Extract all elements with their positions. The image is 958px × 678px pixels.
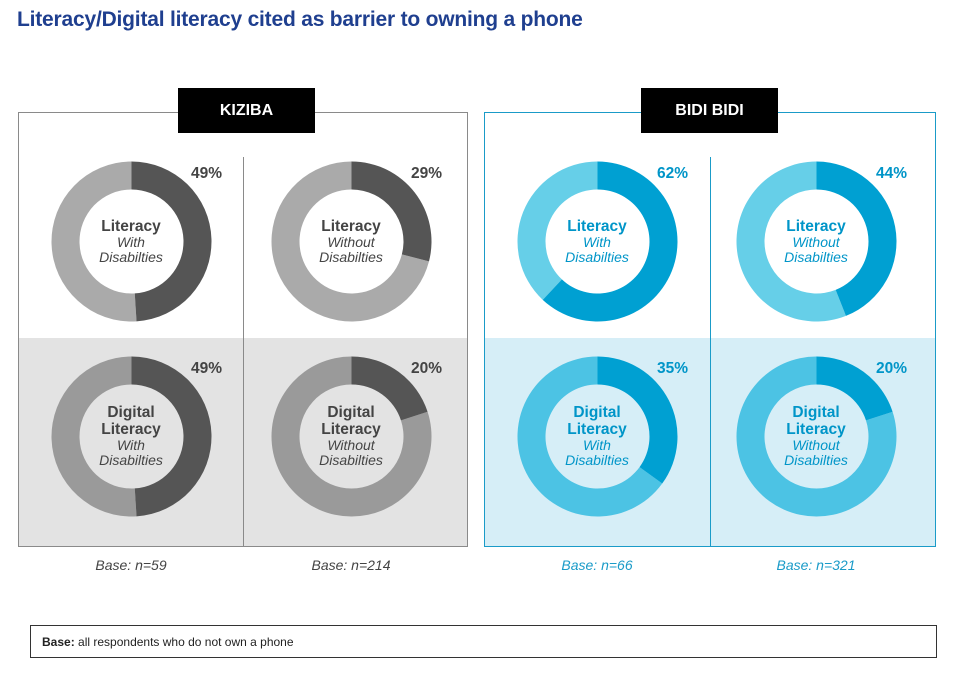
base-size-label: Base: n=214 bbox=[311, 557, 391, 573]
donut-remainder-slice bbox=[736, 356, 896, 516]
group-label: Without bbox=[792, 233, 840, 250]
donut-chart: Digital Literacy Without Disabilties bbox=[269, 354, 434, 519]
donut-center-label: Literacy Without Disabilties bbox=[734, 159, 899, 324]
donut-remainder-slice bbox=[271, 161, 429, 321]
donut-svg bbox=[517, 161, 677, 321]
group-label: Disabilties bbox=[99, 248, 163, 265]
donut-chart: Literacy With Disabilties bbox=[515, 159, 680, 324]
donut-svg bbox=[271, 161, 431, 321]
donut-chart: Digital Literacy With Disabilties bbox=[515, 354, 680, 519]
base-note-label: Base: bbox=[42, 635, 75, 649]
percent-data-label: 20% bbox=[411, 360, 443, 377]
donut-value-slice bbox=[816, 161, 896, 316]
group-label: With bbox=[117, 233, 145, 250]
percent-data-label: 49% bbox=[191, 165, 223, 182]
donut-center-label: Digital Literacy Without Disabilties bbox=[734, 354, 899, 519]
donut-chart: Digital Literacy Without Disabilties bbox=[734, 354, 899, 519]
group-label: With bbox=[583, 437, 611, 453]
donut-center-label: Literacy With Disabilties bbox=[49, 159, 214, 324]
measure-label: Literacy bbox=[786, 217, 846, 235]
group-label: Disabilties bbox=[319, 452, 383, 468]
chart-title: Literacy/Digital literacy cited as barri… bbox=[17, 8, 583, 31]
donut-center-label: Digital Literacy With Disabilties bbox=[49, 354, 214, 519]
measure-label: Literacy bbox=[321, 421, 381, 438]
donut-svg bbox=[736, 356, 896, 516]
donut-remainder-slice bbox=[271, 356, 431, 516]
donut-value-slice bbox=[131, 356, 211, 516]
panel-divider bbox=[710, 157, 711, 547]
donut-center-label: Literacy Without Disabilties bbox=[269, 159, 434, 324]
donut-svg bbox=[50, 356, 211, 516]
measure-label: Literacy bbox=[567, 217, 627, 235]
percent-data-label: 29% bbox=[411, 165, 443, 182]
donut-value-slice bbox=[351, 356, 428, 420]
group-label: Disabilties bbox=[565, 248, 629, 265]
measure-label: Digital bbox=[573, 404, 621, 421]
group-label: With bbox=[117, 437, 145, 453]
panel-divider bbox=[243, 157, 244, 547]
donut-chart: Literacy Without Disabilties bbox=[269, 159, 434, 324]
donut-value-slice bbox=[351, 161, 431, 261]
measure-label: Literacy bbox=[321, 217, 381, 235]
group-label: Disabilties bbox=[784, 248, 848, 265]
measure-label: Literacy bbox=[101, 217, 161, 235]
donut-remainder-slice bbox=[517, 356, 662, 516]
donut-svg bbox=[271, 356, 431, 516]
donut-remainder-slice bbox=[50, 356, 137, 516]
donut-svg bbox=[50, 161, 211, 321]
donut-chart: Digital Literacy With Disabilties bbox=[49, 354, 214, 519]
site-label: KIZIBA bbox=[178, 88, 315, 133]
group-label: Without bbox=[792, 437, 840, 453]
measure-label: Literacy bbox=[567, 421, 627, 438]
percent-data-label: 49% bbox=[191, 360, 223, 377]
measure-label: Digital bbox=[107, 404, 155, 421]
donut-center-label: Digital Literacy Without Disabilties bbox=[269, 354, 434, 519]
percent-data-label: 44% bbox=[876, 165, 908, 182]
measure-label: Literacy bbox=[786, 421, 846, 438]
donut-value-slice bbox=[542, 161, 677, 321]
donut-svg bbox=[736, 161, 896, 321]
group-label: Disabilties bbox=[99, 452, 163, 468]
donut-value-slice bbox=[597, 356, 677, 484]
base-note: Base: all respondents who do not own a p… bbox=[30, 625, 937, 658]
donut-center-label: Digital Literacy With Disabilties bbox=[515, 354, 680, 519]
donut-value-slice bbox=[131, 161, 211, 321]
group-label: Disabilties bbox=[784, 452, 848, 468]
measure-label: Digital bbox=[327, 404, 375, 421]
donut-remainder-slice bbox=[517, 161, 597, 300]
group-label: Without bbox=[327, 233, 375, 250]
group-label: Without bbox=[327, 437, 375, 453]
donut-remainder-slice bbox=[736, 161, 846, 321]
base-size-label: Base: n=66 bbox=[561, 557, 633, 573]
group-label: Disabilties bbox=[319, 248, 383, 265]
donut-chart: Literacy With Disabilties bbox=[49, 159, 214, 324]
donut-center-label: Literacy With Disabilties bbox=[515, 159, 680, 324]
measure-label: Literacy bbox=[101, 421, 161, 438]
donut-chart: Literacy Without Disabilties bbox=[734, 159, 899, 324]
percent-data-label: 20% bbox=[876, 360, 908, 377]
base-size-label: Base: n=321 bbox=[776, 557, 856, 573]
measure-label: Digital bbox=[792, 404, 840, 421]
base-size-label: Base: n=59 bbox=[95, 557, 167, 573]
donut-remainder-slice bbox=[50, 161, 137, 321]
percent-data-label: 35% bbox=[657, 360, 689, 377]
group-label: With bbox=[583, 233, 611, 250]
group-label: Disabilties bbox=[565, 452, 629, 468]
base-note-text: all respondents who do not own a phone bbox=[78, 635, 294, 649]
site-label: BIDI BIDI bbox=[641, 88, 778, 133]
percent-data-label: 62% bbox=[657, 165, 689, 182]
donut-value-slice bbox=[816, 356, 893, 420]
donut-svg bbox=[517, 356, 677, 516]
